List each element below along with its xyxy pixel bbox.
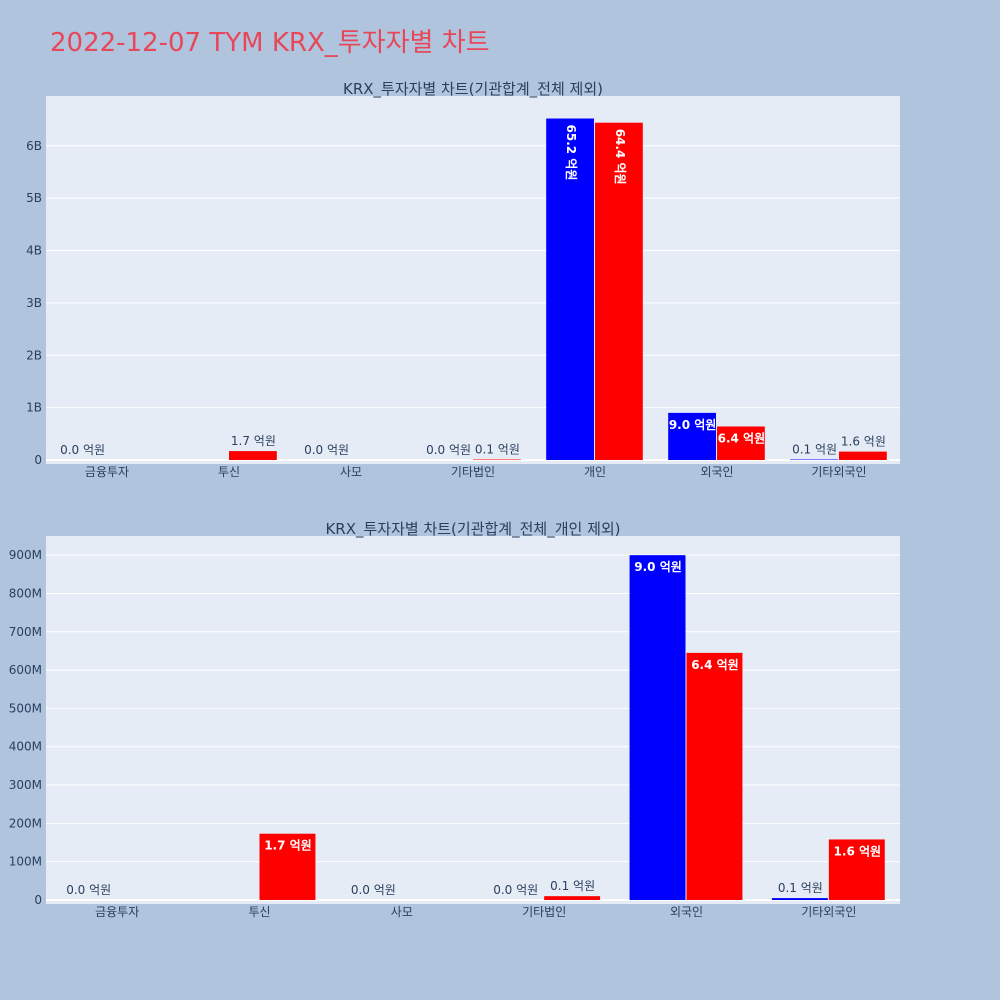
- bar: [686, 652, 743, 900]
- x-tick-label: 외국인: [670, 905, 703, 919]
- data-label: 0.1 억원: [778, 881, 823, 895]
- data-label: 1.7 억원: [231, 434, 276, 448]
- data-label: 64.4 억원: [613, 129, 627, 185]
- x-tick-label: 금융투자: [85, 465, 129, 479]
- data-label: 0.1 억원: [475, 442, 520, 456]
- y-tick-label: 100M: [9, 855, 42, 869]
- data-label: 9.0 억원: [669, 418, 717, 432]
- y-tick-label: 700M: [9, 625, 42, 639]
- data-label: 6.4 억원: [718, 431, 766, 445]
- y-tick-label: 400M: [9, 740, 42, 754]
- x-tick-label: 외국인: [700, 465, 733, 479]
- x-tick-label: 사모: [340, 465, 362, 479]
- data-label: 6.4 억원: [691, 658, 739, 672]
- y-tick-label: 300M: [9, 778, 42, 792]
- bar: [473, 459, 521, 460]
- y-tick-label: 2B: [26, 348, 42, 362]
- data-label: 0.1 억원: [550, 879, 595, 893]
- bar: [544, 896, 601, 900]
- y-tick-label: 4B: [26, 244, 42, 258]
- data-label: 9.0 억원: [634, 560, 682, 574]
- y-tick-label: 900M: [9, 548, 42, 562]
- x-tick-label: 투신: [248, 905, 270, 919]
- data-label: 1.6 억원: [834, 844, 882, 858]
- chart-1: 0 1B 2B 3B 4B 5B 6B KRX_투자자별 차트(기관합계_전체 제외) 금융투자…: [26, 80, 900, 479]
- data-label: 0.0 억원: [60, 443, 105, 457]
- x-tick-label: 기타법인: [451, 465, 495, 479]
- x-tick-label: 개인: [584, 465, 606, 479]
- subplot-title: KRX_투자자별 차트(기관합계_전체 제외): [343, 80, 603, 99]
- bar: [546, 118, 594, 460]
- bar: [668, 412, 716, 460]
- plot-area: [46, 96, 900, 464]
- data-label: 0.1 억원: [792, 442, 837, 456]
- y-tick-label: 0: [34, 453, 42, 467]
- bar: [595, 122, 643, 461]
- y-tick-label: 500M: [9, 701, 42, 715]
- bar: [229, 451, 277, 460]
- data-label: 0.0 억원: [351, 883, 396, 897]
- data-label: 0.0 억원: [493, 883, 538, 897]
- chart-2: 0 100M 200M 300M 400M 500M 600M 700M 800M 900M KRX…: [9, 520, 900, 919]
- bar: [828, 839, 885, 900]
- bar: [717, 426, 765, 460]
- subplot-title: KRX_투자자별 차트(기관합계_전체_개인 제외): [325, 520, 620, 539]
- y-tick-label: 3B: [26, 296, 42, 310]
- y-tick-label: 0: [34, 893, 42, 907]
- data-label: 1.6 억원: [841, 435, 886, 449]
- x-tick-label: 기타법인: [522, 905, 566, 919]
- y-tick-label: 200M: [9, 816, 42, 830]
- data-label: 65.2 억원: [564, 125, 578, 181]
- plot-area: [46, 536, 900, 904]
- x-tick-label: 금융투자: [95, 905, 139, 919]
- x-tick-label: 투신: [218, 465, 240, 479]
- y-tick-label: 600M: [9, 663, 42, 677]
- data-label: 0.0 억원: [304, 443, 349, 457]
- y-tick-label: 6B: [26, 139, 42, 153]
- data-label: 1.7 억원: [264, 839, 312, 853]
- x-tick-label: 기타외국인: [801, 905, 856, 919]
- bar: [839, 451, 887, 460]
- data-label: 0.0 억원: [426, 443, 471, 457]
- y-tick-label: 5B: [26, 191, 42, 205]
- bar: [629, 555, 686, 900]
- x-tick-label: 사모: [391, 905, 413, 919]
- y-tick-label: 800M: [9, 586, 42, 600]
- y-tick-label: 1B: [26, 401, 42, 415]
- bar: [790, 459, 838, 460]
- page-title: 2022-12-07 TYM KRX_투자자별 차트: [50, 28, 490, 58]
- data-label: 0.0 억원: [66, 883, 111, 897]
- bar: [771, 898, 828, 900]
- x-tick-label: 기타외국인: [811, 465, 866, 479]
- bar: [259, 833, 316, 900]
